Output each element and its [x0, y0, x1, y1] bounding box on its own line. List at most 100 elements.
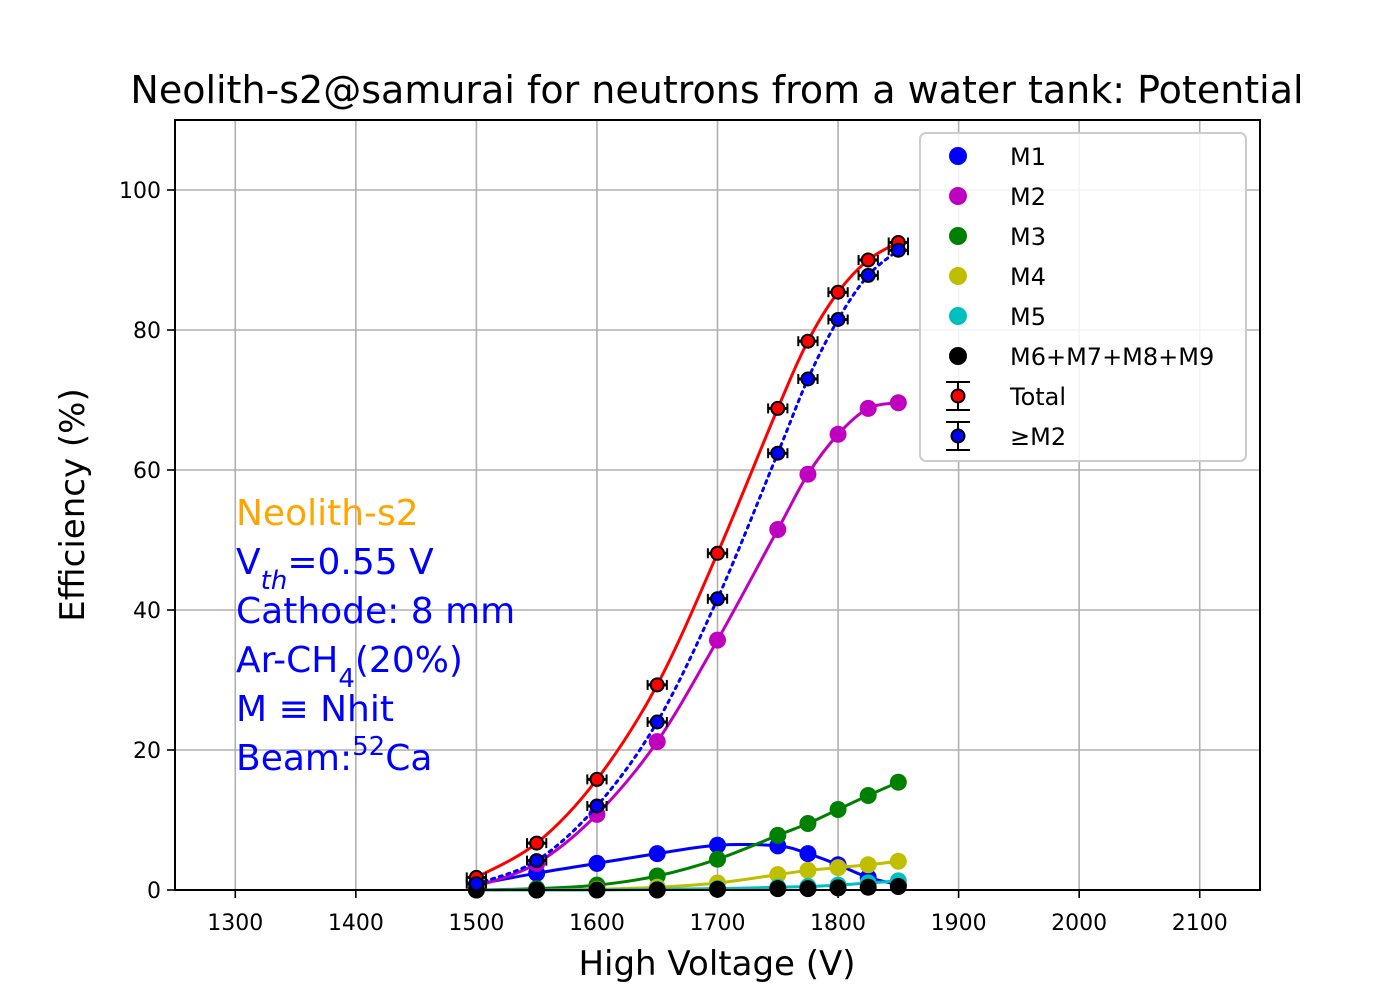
data-point: [889, 394, 907, 412]
series-ge-m2: [465, 242, 909, 892]
data-point: [769, 866, 787, 884]
data-point: [829, 425, 847, 443]
legend-item-m5: M5: [949, 303, 1046, 331]
x-tick-label: 1400: [328, 911, 384, 936]
x-tick-label: 1700: [690, 911, 746, 936]
data-point: [589, 771, 605, 787]
series-line-m2: [475, 401, 899, 888]
legend-marker: [950, 428, 966, 444]
legend-label: M5: [1010, 303, 1046, 331]
data-point: [889, 878, 907, 895]
data-point: [800, 371, 816, 387]
legend-marker: [949, 347, 967, 365]
data-point: [529, 853, 545, 869]
data-point: [799, 815, 817, 832]
legend-marker: [950, 388, 966, 404]
data-point: [800, 333, 816, 349]
data-point: [859, 399, 877, 417]
y-tick-label: 0: [147, 879, 161, 904]
annotation-line: M ≡ Nhit: [236, 689, 394, 730]
x-tick-label: 2100: [1172, 911, 1228, 936]
annotation-line: Ar-CH4(20%): [236, 640, 463, 694]
data-point: [529, 835, 545, 851]
legend-marker: [949, 147, 967, 165]
data-point: [799, 861, 817, 879]
data-point: [860, 267, 876, 283]
x-tick-label: 1600: [569, 911, 625, 936]
data-point: [829, 879, 847, 897]
series-line-total: [475, 241, 900, 879]
x-axis-ticks: 1300 1400 1500 1600 1700 1800 1900 2000 2100: [207, 890, 1228, 936]
data-point: [770, 400, 786, 416]
data-point: [709, 836, 726, 854]
data-point: [860, 252, 876, 268]
annotation-line: Beam:52Ca: [236, 732, 432, 779]
series-total: [465, 235, 909, 885]
data-point: [710, 545, 725, 561]
legend-label: ≥M2: [1010, 423, 1066, 451]
x-axis-label: High Voltage (V): [578, 944, 855, 984]
x-tick-label: 1300: [207, 911, 263, 936]
legend-label: M6+M7+M8+M9: [1010, 343, 1214, 371]
series-line-m1: [476, 842, 899, 886]
data-point: [829, 801, 847, 818]
legend-box: [919, 132, 1247, 462]
data-point: [890, 242, 906, 258]
legend: M1 M2 M3 M4 M5 M6+M7+M8+M9 Total ≥M2: [919, 132, 1247, 462]
annotation-line: Vth=0.55 V: [236, 542, 434, 596]
data-point: [859, 878, 877, 896]
legend-item-m6-m7-m8-m9: M6+M7+M8+M9: [949, 343, 1214, 371]
legend-label: M1: [1010, 143, 1046, 171]
legend-item-m2: M2: [949, 183, 1046, 211]
legend-marker: [949, 307, 967, 325]
legend-label: M3: [1010, 223, 1046, 251]
annotation-line: Cathode: 8 mm: [236, 591, 515, 632]
x-tick-label: 1500: [448, 911, 504, 936]
legend-label: Total: [1009, 383, 1066, 411]
data-point: [859, 787, 877, 804]
x-tick-label: 1800: [810, 911, 866, 936]
series-line-m3: [476, 780, 899, 892]
data-point: [770, 445, 786, 461]
legend-item-ge-m2: ≥M2: [946, 421, 1066, 451]
y-tick-label: 80: [133, 319, 161, 344]
data-point: [710, 591, 725, 607]
y-tick-label: 20: [133, 739, 161, 764]
data-point: [859, 856, 877, 874]
data-point: [649, 714, 665, 730]
data-point: [889, 852, 907, 870]
legend-label: M4: [1010, 263, 1046, 291]
data-point: [769, 880, 787, 898]
data-point: [829, 859, 847, 877]
data-point: [889, 773, 907, 791]
series-line-ge-m2: [474, 248, 900, 886]
legend-item-m3: M3: [949, 223, 1046, 251]
data-point: [799, 845, 817, 863]
data-point: [830, 312, 846, 327]
plot-area: [465, 235, 909, 899]
legend-item-m4: M4: [949, 263, 1046, 291]
legend-marker: [949, 227, 967, 245]
data-point: [589, 798, 605, 814]
data-point: [769, 826, 787, 844]
data-point: [648, 733, 666, 751]
data-point: [709, 850, 726, 868]
data-point: [649, 677, 665, 693]
y-axis-label: Efficiency (%): [53, 388, 93, 621]
legend-marker: [949, 187, 967, 205]
annotation-line: Neolith-s2: [236, 493, 419, 534]
data-point: [468, 876, 484, 892]
data-point: [799, 465, 817, 483]
legend-item-m1: M1: [949, 143, 1046, 171]
data-point: [769, 521, 787, 538]
chart-title: Neolith-s2@samurai for neutrons from a w…: [130, 68, 1303, 112]
data-point: [648, 845, 666, 863]
data-point: [588, 854, 606, 872]
x-tick-label: 2000: [1051, 911, 1107, 936]
legend-marker: [949, 267, 967, 285]
x-tick-label: 1900: [931, 911, 987, 936]
data-point: [799, 880, 817, 898]
y-axis-ticks: 0 20 40 60 80 100: [119, 179, 175, 904]
legend-item-total: Total: [946, 381, 1066, 411]
